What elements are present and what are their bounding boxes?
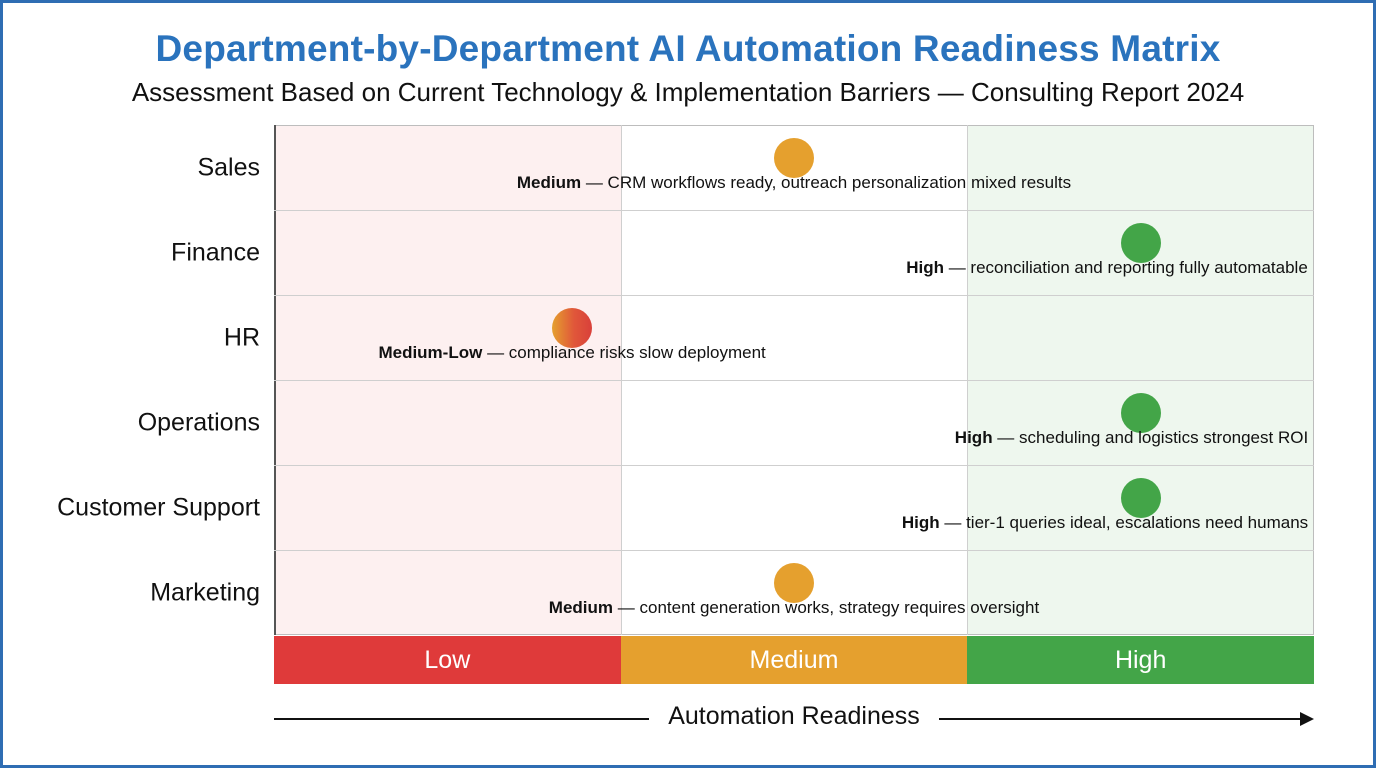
grid-line-horizontal: [274, 210, 1314, 211]
y-tick-label: Operations: [137, 408, 260, 436]
data-point: [1120, 478, 1161, 519]
data-label: Medium — CRM workflows ready, outreach p…: [516, 172, 1072, 192]
data-label: High — reconciliation and reporting full…: [906, 257, 1308, 277]
x-axis: Automation Readiness: [274, 700, 1314, 736]
grid-line-horizontal: [274, 465, 1314, 466]
x-category-high: High: [967, 636, 1314, 684]
data-label: High — tier-1 queries ideal, escalations…: [901, 512, 1309, 532]
x-category-low: Low: [274, 636, 621, 684]
data-point: [552, 308, 593, 349]
x-axis-line-left: [274, 718, 649, 720]
chart-subtitle: Assessment Based on Current Technology &…: [131, 77, 1245, 107]
y-tick-label: Finance: [171, 238, 260, 266]
chart-title: Department-by-Department AI Automation R…: [155, 28, 1221, 69]
x-axis-line-right: [939, 718, 1304, 720]
y-tick-label: HR: [223, 323, 260, 351]
data-point: [774, 563, 814, 604]
data-label: Medium — content generation works, strat…: [548, 597, 1040, 617]
data-label: Medium-Low — compliance risks slow deplo…: [378, 342, 766, 362]
data-point: [774, 138, 814, 179]
grid-line-horizontal: [274, 380, 1314, 381]
plot-area: Medium — CRM workflows ready, outreach p…: [274, 125, 1314, 635]
data-label: High — scheduling and logistics stronges…: [954, 427, 1309, 447]
y-tick-label: Marketing: [150, 578, 260, 606]
x-axis-title: Automation Readiness: [656, 702, 932, 730]
grid-line-horizontal: [274, 550, 1314, 551]
x-axis-arrow-icon: [1300, 712, 1314, 726]
y-tick-label: Sales: [197, 153, 260, 181]
data-point: [1120, 223, 1161, 264]
grid-line-horizontal: [274, 295, 1314, 296]
x-category-medium: Medium: [620, 636, 968, 684]
data-point: [1120, 393, 1161, 434]
y-tick-label: Customer Support: [57, 493, 260, 521]
